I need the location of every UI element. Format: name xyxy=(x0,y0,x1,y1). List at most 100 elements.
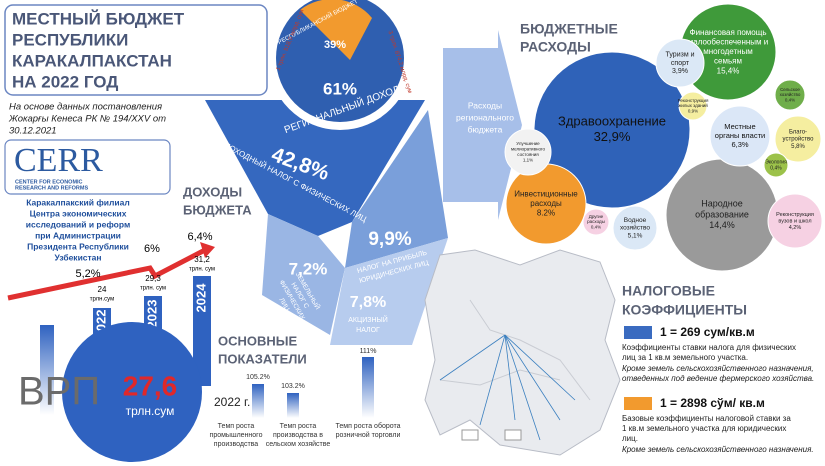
growth: 6,4% xyxy=(187,231,212,243)
indicator-label: розничной торговли xyxy=(336,431,401,439)
expense-share: 0,4% xyxy=(770,165,782,171)
expense-name: хозяйство xyxy=(780,91,801,97)
arrow xyxy=(443,30,522,220)
tax-text: Базовые коэффициенты налоговой ставки за xyxy=(622,414,791,423)
expense-share: 32,9% xyxy=(594,129,631,144)
expense-share: 5,1% xyxy=(628,233,643,240)
expense-share: 14,4% xyxy=(709,220,735,230)
logo-box xyxy=(4,139,171,195)
org-line: исследований и реформ xyxy=(26,219,130,229)
expense-share: 3,9% xyxy=(672,68,688,75)
expense-name: вузов и школ xyxy=(778,218,811,224)
tax-text: лиц. xyxy=(622,434,638,443)
indicator-value: 105.2% xyxy=(246,374,270,381)
expense-name: Инвестиционные xyxy=(514,190,578,199)
expense-name: состояния xyxy=(517,152,539,157)
expense-name: Здравоохранение xyxy=(558,114,666,129)
bar xyxy=(252,384,264,418)
tax-note: Кроме земель сельскохозяйственного назна… xyxy=(622,445,814,454)
expense-bubble xyxy=(612,205,658,251)
growth-arrow xyxy=(7,247,207,301)
gdp-circle xyxy=(62,322,202,462)
tax-text: лиц за 1 кв.м земельного участка. xyxy=(622,353,748,362)
subtitle: 30.12.2021 xyxy=(9,126,57,137)
tax-segment xyxy=(345,110,448,268)
gdp-unit: трлн.сум xyxy=(90,297,114,303)
arrow-label: бюджета xyxy=(468,124,503,134)
gdp-unit: трлн. сум xyxy=(140,286,166,292)
indicator-label: производства в xyxy=(273,432,323,439)
bar xyxy=(287,393,299,418)
expense-bubble xyxy=(655,38,705,88)
org-line: Центра экономических xyxy=(30,208,127,218)
tax-note: Кроме земель сельскохозяйственного назна… xyxy=(622,364,814,373)
indicator-label: Темп роста xyxy=(218,423,255,430)
section-title: РАСХОДЫ xyxy=(520,39,591,55)
expense-name: Водное xyxy=(624,217,647,224)
expense-name: Благо- xyxy=(789,129,807,135)
expense-name: Местные xyxy=(724,122,755,131)
title-box xyxy=(4,4,268,96)
gdp-unit: трлн. сум xyxy=(189,267,215,273)
expense-name: органы власти xyxy=(715,131,765,140)
bar xyxy=(193,276,211,386)
tax-label: НАЛОГ xyxy=(356,327,380,334)
logo-text: CENTER FOR ECONOMIC xyxy=(15,179,83,185)
legend-swatch xyxy=(624,397,652,410)
expense-share: 0,9% xyxy=(688,109,698,114)
arrow-head xyxy=(200,242,215,258)
expense-share: 5,8% xyxy=(791,144,805,150)
bar xyxy=(362,357,374,418)
expense-share: 4,2% xyxy=(789,225,802,231)
expense-bubble xyxy=(763,152,789,178)
bar xyxy=(40,325,54,415)
expense-name: малообеспеченным и xyxy=(688,38,768,47)
expense-share: 0,4% xyxy=(785,98,795,103)
logo-text: RESEARCH AND REFORMS xyxy=(15,185,88,191)
indicator-label: сельском хозяйстве xyxy=(266,440,331,448)
expense-bubble xyxy=(504,128,552,176)
share: 7,8% xyxy=(350,294,386,311)
tax-text: Коэффициенты ставки налога для физически… xyxy=(622,343,796,352)
section-title: НАЛОГОВЫЕ xyxy=(622,283,715,299)
gdp-label: ВРП xyxy=(18,370,100,414)
org-line: при Администрации xyxy=(35,230,121,240)
expense-share: 1,1% xyxy=(523,157,533,162)
section-title: ПОКАЗАТЕЛИ xyxy=(218,351,307,366)
expense-name: многодетным xyxy=(703,47,753,56)
share: 9,9% xyxy=(368,229,411,250)
expense-bubble xyxy=(774,115,822,163)
indicator-value: 111% xyxy=(360,348,377,355)
indicator-label: Темп роста xyxy=(280,423,317,430)
title-line: МЕСТНЫЙ БЮДЖЕТ xyxy=(12,9,185,28)
expense-name: Реконструкция xyxy=(678,98,709,103)
expense-share: 0,4% xyxy=(591,225,601,230)
expense-name: Туризм и xyxy=(666,51,695,58)
expense-name: Финансовая помощь xyxy=(689,28,766,37)
expense-share: 15,4% xyxy=(717,66,740,75)
expense-name: мелиоративного xyxy=(511,146,545,151)
tax-text: 1 кв.м земельного участка для юридически… xyxy=(622,424,786,433)
legend-swatch xyxy=(624,326,652,339)
expense-bubble xyxy=(582,208,610,236)
expense-name: Улучшение xyxy=(516,141,540,146)
subtitle: На основе данных постановления xyxy=(9,102,162,113)
title-line: КАРАКАЛПАКСТАН xyxy=(12,51,172,70)
indicator-label: Темп роста оборота xyxy=(335,422,400,430)
logo: CERR xyxy=(14,142,103,179)
gdp-year: 2022 г. xyxy=(214,395,250,409)
arrow-label: регионального xyxy=(456,112,514,122)
subtitle: Жокарғы Кенеса РК № 194/XXV от xyxy=(8,114,166,125)
tax-segment xyxy=(205,100,425,236)
expense-share: 8.2% xyxy=(537,209,555,218)
tax-rate: 1 = 2898 сўм/ кв.м xyxy=(660,396,765,410)
expense-name: расходы xyxy=(587,219,605,224)
year: 2023 xyxy=(144,300,159,329)
expense-name: образование xyxy=(695,209,749,219)
share: 7,2% xyxy=(289,259,328,278)
section-title: БЮДЖЕТНЫЕ xyxy=(520,21,618,37)
org-line: Каракалпакский филиал xyxy=(26,197,130,207)
gdp-value: 24 xyxy=(98,285,107,294)
expense-name: устройство xyxy=(783,136,815,143)
